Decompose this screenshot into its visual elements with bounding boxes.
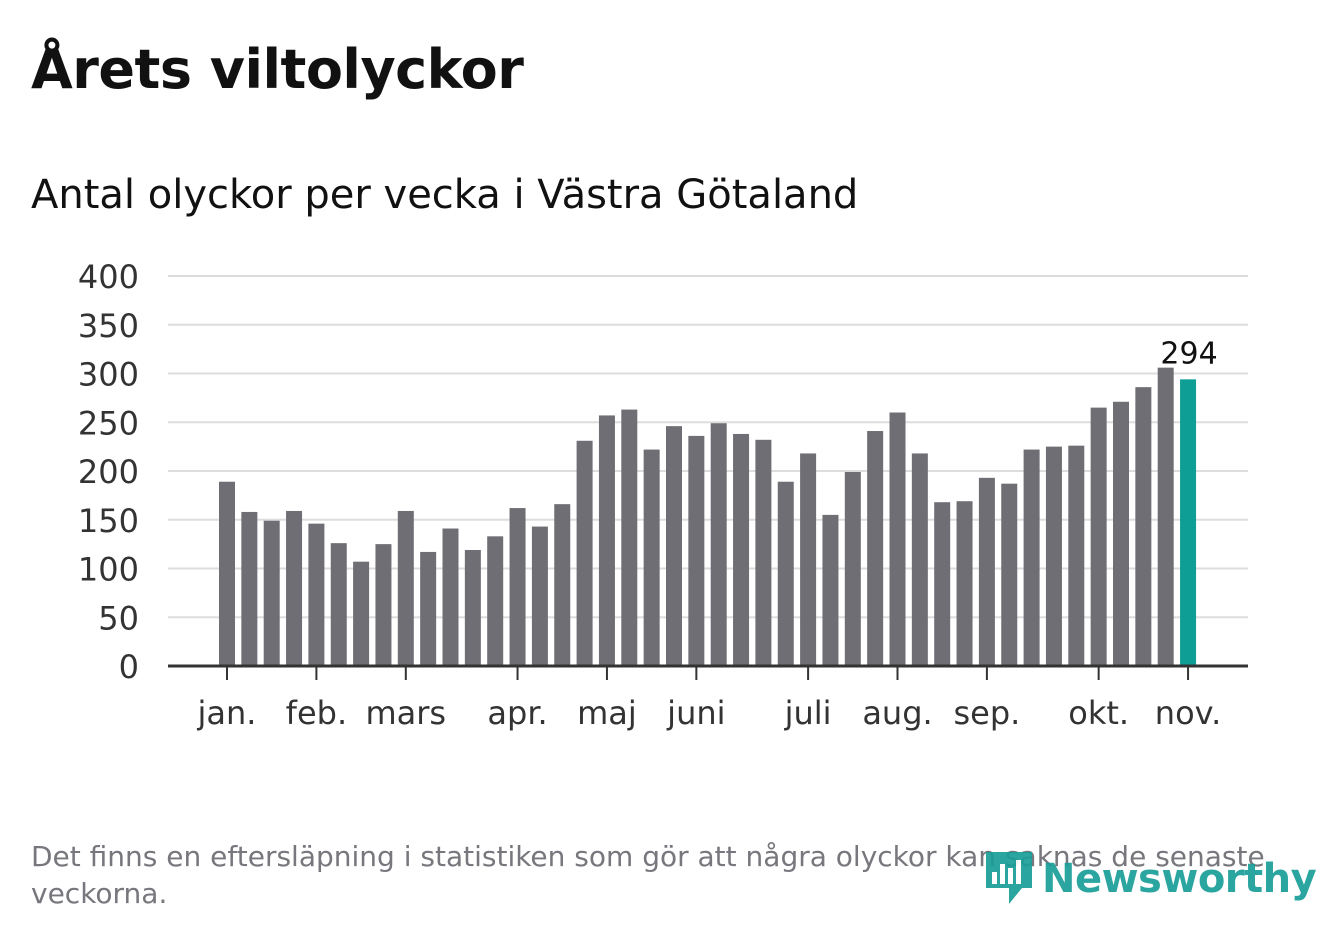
- bar: [643, 449, 660, 666]
- chart-title: Årets viltolyckor: [31, 38, 524, 101]
- bar: [375, 544, 392, 666]
- bar: [978, 477, 995, 666]
- bar: [420, 551, 437, 666]
- bar: [844, 471, 861, 666]
- x-tick-label: sep.: [953, 694, 1020, 732]
- x-tick-label: nov.: [1155, 694, 1221, 732]
- bar: [241, 511, 258, 666]
- x-axis-tick-labels: jan. feb. mars apr. maj juni juli aug. sep. okt. n…: [197, 694, 1222, 732]
- bar: [621, 409, 638, 666]
- chart-subtitle: Antal olyckor per vecka i Västra Götalan…: [31, 172, 859, 218]
- y-tick-label: 300: [78, 356, 139, 394]
- bar: [934, 502, 951, 666]
- bar: [330, 543, 347, 666]
- bar: [733, 433, 750, 666]
- bar-chart: 0 50 100 150 200 250 300 350 400 jan. feb. mars apr…: [78, 258, 1248, 732]
- y-tick-label: 400: [78, 258, 139, 296]
- bar: [1157, 367, 1174, 666]
- bar: [219, 481, 235, 666]
- x-tick-label: apr.: [487, 694, 547, 732]
- data-label-latest: 294: [1160, 336, 1217, 371]
- bar: [1113, 401, 1129, 666]
- x-tick-label: aug.: [862, 694, 932, 732]
- bar: [554, 504, 571, 666]
- bar: [1045, 446, 1062, 666]
- bar: [666, 426, 682, 666]
- logo-text: Newsworthy: [1042, 856, 1317, 902]
- bar: [531, 526, 548, 666]
- bar-highlight: [1180, 379, 1197, 666]
- bar: [397, 510, 414, 666]
- bar: [688, 435, 705, 666]
- x-tick-label: jan.: [197, 694, 257, 732]
- bar: [308, 523, 325, 666]
- footnote: Det finns en eftersläpning i statistiken…: [31, 840, 1265, 910]
- bars: [219, 367, 1197, 666]
- x-tick-label: mars: [365, 694, 446, 732]
- y-tick-label: 100: [78, 551, 139, 589]
- newsworthy-logo-icon: [986, 852, 1032, 904]
- bar: [576, 440, 593, 666]
- bar: [1090, 407, 1107, 666]
- bar: [889, 412, 906, 666]
- gridlines: [168, 275, 1248, 619]
- bar: [353, 561, 370, 666]
- y-tick-label: 0: [119, 648, 139, 686]
- bar: [1135, 387, 1152, 666]
- y-axis-tick-labels: 0 50 100 150 200 250 300 350 400: [78, 258, 139, 686]
- data-labels: 294: [1160, 336, 1217, 371]
- bar: [263, 520, 280, 666]
- y-tick-label: 50: [98, 599, 139, 637]
- bar: [777, 481, 794, 666]
- bar: [487, 536, 504, 666]
- bar: [867, 431, 884, 666]
- bar: [755, 439, 772, 666]
- x-tick-label: maj: [577, 694, 637, 732]
- bar: [1023, 449, 1040, 666]
- x-tick-label: juni: [666, 694, 725, 732]
- bar: [442, 528, 459, 666]
- bar: [710, 423, 727, 666]
- bar: [911, 453, 928, 666]
- bar: [509, 508, 526, 666]
- x-tick-label: okt.: [1068, 694, 1129, 732]
- x-axis: [168, 664, 1248, 680]
- y-tick-label: 250: [78, 404, 139, 442]
- newsworthy-logo: Newsworthy: [982, 848, 1317, 910]
- x-tick-label: juli: [784, 694, 832, 732]
- bar: [1001, 483, 1018, 666]
- bar: [464, 549, 481, 666]
- y-tick-label: 150: [78, 502, 139, 540]
- x-tick-label: feb.: [286, 694, 347, 732]
- y-tick-label: 350: [78, 307, 139, 345]
- y-tick-label: 200: [78, 453, 139, 491]
- bar: [1068, 445, 1085, 666]
- bar: [598, 415, 615, 666]
- bar: [286, 510, 303, 666]
- bar: [800, 453, 817, 666]
- bar: [822, 514, 839, 666]
- bar: [956, 501, 973, 666]
